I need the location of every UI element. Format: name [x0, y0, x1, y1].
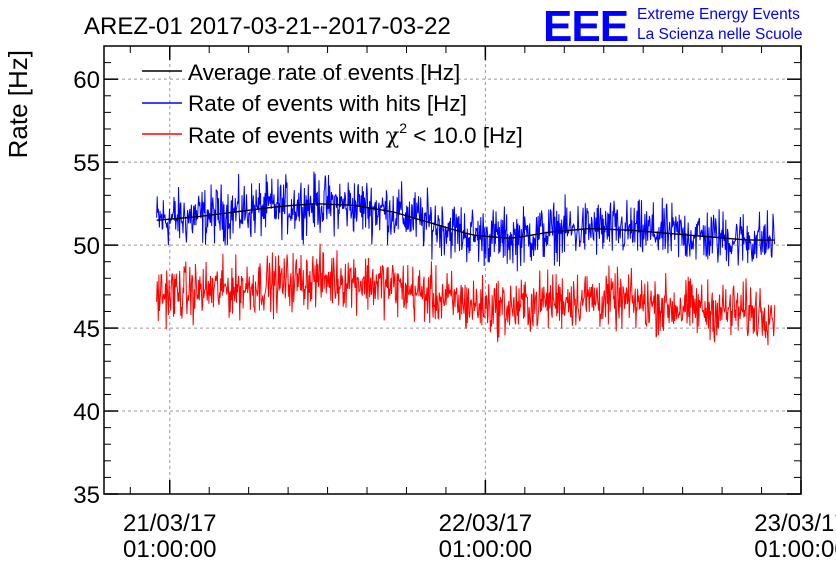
- x-tick-time: 01:00:00: [754, 536, 836, 563]
- y-tick-label: 40: [73, 399, 100, 426]
- axis-ticks: [104, 45, 802, 495]
- y-tick-labels: 35 40 45 50 55 60: [73, 67, 100, 509]
- x-tick-time: 01:00:00: [123, 536, 216, 563]
- legend-label-chi2: Rate of events with χ2 < 10.0 [Hz]: [188, 120, 523, 149]
- legend-chi-symbol: χ: [386, 123, 400, 149]
- y-tick-label: 55: [73, 150, 100, 177]
- eee-logo: EEE Extreme Energy Events La Scienza nel…: [543, 2, 802, 51]
- series-layer: [156, 171, 776, 346]
- legend-label-average: Average rate of events [Hz]: [188, 60, 460, 85]
- y-axis-label: Rate [Hz]: [3, 50, 33, 158]
- x-tick-date: 23/03/17: [754, 510, 836, 537]
- series-line-1: [156, 171, 776, 272]
- x-tick-date: 21/03/17: [123, 510, 216, 537]
- x-tick-date: 22/03/17: [439, 510, 532, 537]
- y-tick-label: 50: [73, 233, 100, 260]
- y-tick-label: 45: [73, 316, 100, 343]
- legend-label-hits: Rate of events with hits [Hz]: [188, 91, 467, 116]
- y-tick-label: 35: [73, 482, 100, 509]
- y-tick-label: 60: [73, 67, 100, 94]
- logo-letters: EEE: [543, 2, 628, 51]
- legend-chi2-suffix: < 10.0 [Hz]: [407, 123, 523, 148]
- legend-chi-superscript: 2: [399, 120, 407, 136]
- series-line-2: [156, 243, 776, 346]
- logo-line-2: La Scienza nelle Scuole: [637, 26, 802, 43]
- legend-chi2-prefix: Rate of events with: [188, 123, 386, 148]
- logo-line-1: Extreme Energy Events: [637, 6, 800, 23]
- legend: Average rate of events [Hz] Rate of even…: [142, 60, 523, 149]
- plot-frame: [103, 45, 802, 495]
- x-tick-time: 01:00:00: [439, 536, 532, 563]
- x-tick-labels: 21/03/1701:00:0022/03/1701:00:0023/03/17…: [123, 510, 836, 563]
- chart-title: AREZ-01 2017-03-21--2017-03-22: [84, 13, 451, 40]
- series-line-0: [156, 203, 775, 241]
